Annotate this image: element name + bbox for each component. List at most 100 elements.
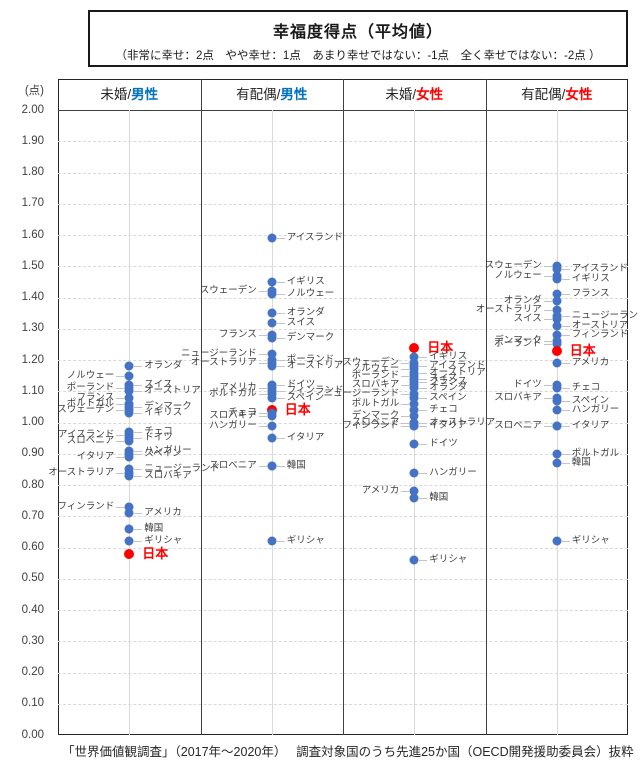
data-point [409,411,419,421]
column-divider [343,79,344,735]
data-point [409,405,419,415]
label-leader-line [134,450,143,452]
label-leader-line [134,431,143,433]
column-divider [200,79,202,735]
country-label-japan: 日本 [569,342,596,358]
label-leader-line [258,335,267,336]
label-leader-line [116,506,125,508]
country-label: イタリア [76,450,115,462]
label-leader-line [401,416,410,418]
label-leader-line [561,316,570,318]
data-point [124,536,134,546]
label-leader-line [419,372,428,374]
label-leader-line [401,394,410,396]
country-label: スウェーデン [57,404,115,416]
label-leader-line [134,453,143,455]
label-leader-line [134,528,143,530]
country-label: アメリカ [571,357,610,369]
country-label: デンマーク [351,410,400,422]
column-header-prefix: 未婚/ [385,87,417,102]
label-leader-line [134,438,143,440]
country-label: ポルトガル [66,397,115,409]
label-leader-line [258,363,267,365]
label-leader-line [116,472,125,474]
y-tick-label: 0.80 [21,478,44,491]
label-leader-line [116,388,125,390]
y-tick-label: 1.40 [21,291,44,303]
data-point-japan [551,345,562,356]
y-tick-label: 0.90 [21,447,44,460]
country-label: ドイツ [513,379,542,391]
data-point [552,289,562,299]
label-leader-line [401,422,410,424]
column-header-prefix: 有配偶/ [521,87,566,102]
country-label: ノルウェー [494,269,542,281]
country-label: オーストリア [286,360,344,372]
y-tick-label: 0.60 [21,541,44,553]
data-point [409,555,419,565]
label-leader-line [419,425,428,427]
data-point [552,358,562,368]
country-label: オーストラリア [429,416,496,428]
y-tick-label: 1.10 [21,384,44,397]
label-leader-line [419,388,428,390]
label-leader-line [419,422,428,424]
y-tick-label: 1.80 [21,166,44,178]
country-label: イタリア [286,432,325,444]
data-point [552,449,562,459]
country-label: ニュージーランド [180,347,257,359]
label-leader-line [401,425,410,427]
country-label: ギリシャ [144,535,183,547]
country-label: ドイツ [144,432,173,444]
label-leader-line [276,466,285,468]
label-leader-line [561,463,570,465]
country-label-japan: 日本 [427,339,454,355]
label-leader-line [134,475,143,477]
label-leader-line [561,453,570,455]
label-leader-line [276,294,285,296]
country-label-japan: 日本 [284,402,311,418]
column-header: 未婚/女性 [343,79,486,110]
country-label: オーストリア [429,366,486,378]
country-label: スウェーデン [199,285,257,297]
label-leader-line [401,375,410,377]
country-label: チェコ [571,382,601,394]
label-leader-line [134,469,143,471]
data-point [267,333,277,343]
data-point [267,393,277,402]
label-leader-line [401,363,410,365]
label-leader-line [543,385,552,386]
country-label: スロバキア [144,469,192,481]
label-leader-line [561,278,570,280]
data-point [267,536,277,546]
data-point [124,452,134,462]
country-label: スロベニア [209,460,257,472]
column-header-gender: 女性 [565,87,593,102]
label-leader-line [419,497,428,499]
label-leader-line [134,541,143,543]
y-tick-label: 1.60 [21,228,44,241]
data-point [409,421,419,431]
label-leader-line [258,353,267,355]
data-point [124,393,134,402]
label-leader-line [561,388,570,390]
data-point [552,396,562,406]
country-label: ドイツ [286,379,316,391]
data-point [409,393,419,402]
column-header-gender: 男性 [131,87,159,102]
y-tick-label: 1.20 [21,353,44,366]
label-leader-line [116,410,125,411]
label-leader-line [276,541,285,543]
data-point [267,349,277,359]
y-tick-label: 1.90 [21,134,44,147]
data-point [267,318,277,327]
data-point [552,339,562,349]
y-tick-label: 0.20 [21,666,44,678]
country-label: オーストリア [571,319,629,331]
label-leader-line [134,391,143,393]
data-point [267,421,277,431]
country-label: スロベニア [351,416,400,428]
label-leader-line [276,385,285,386]
label-leader-line [258,416,267,418]
y-tick-label: 0.70 [21,509,44,522]
